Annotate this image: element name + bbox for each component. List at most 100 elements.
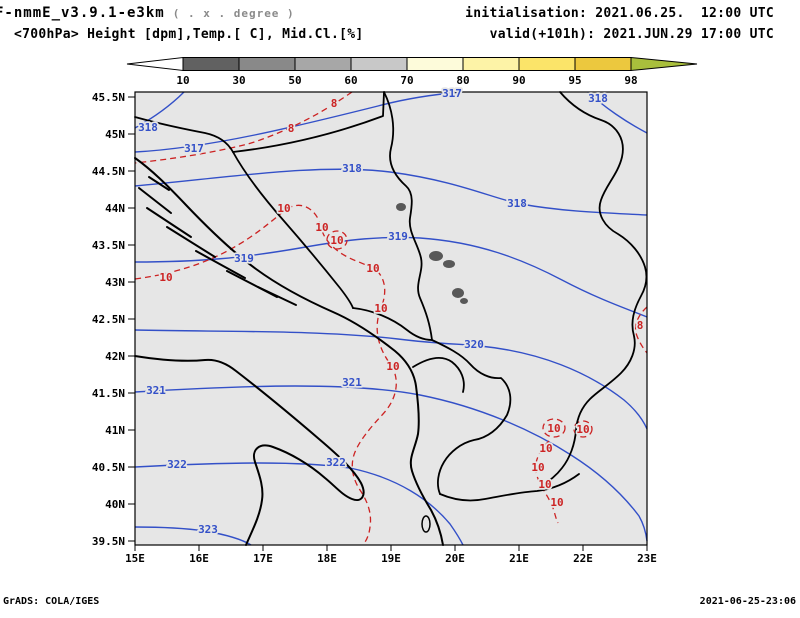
lon-tick-label: 20E	[445, 552, 465, 565]
init-time: initialisation: 2021.06.25. 12:00 UTC	[465, 6, 774, 21]
colorbar-tick-label: 90	[512, 74, 525, 87]
temp-contour-label: 10	[277, 202, 290, 215]
height-contour-label: 317	[442, 87, 462, 100]
colorbar-segment	[518, 57, 576, 71]
lat-tick-label: 45N	[105, 128, 125, 141]
colorbar-tick-label: 50	[288, 74, 301, 87]
grads-credit: GrADS: COLA/IGES	[3, 596, 100, 607]
cloud-patch	[452, 288, 464, 298]
lon-tick-label: 19E	[381, 552, 401, 565]
lon-tick-label: 16E	[189, 552, 209, 565]
cloud-patches	[396, 203, 468, 304]
temp-contour-10-closed	[326, 230, 348, 250]
height-contour-label: 318	[507, 197, 527, 210]
height-contour-label: 318	[138, 121, 158, 134]
temp-contour-8	[134, 91, 353, 164]
colorbar-tick-label: 30	[232, 74, 245, 87]
creation-timestamp: 2021-06-25-23:06	[699, 596, 796, 607]
island-outline	[138, 187, 172, 214]
island-corfu	[421, 515, 431, 533]
contour-labels: 318 317 317 318 318 318 319 319 320 321 321 322 322 3…	[136, 85, 645, 538]
temp-contour-label: 10	[547, 422, 560, 435]
border-croatia-north	[134, 116, 234, 153]
colorbar: 10 30 50 60 70 80 90 95 98	[126, 56, 698, 87]
colorbar-segment	[406, 57, 464, 71]
temp-contour-label: 10	[330, 234, 343, 247]
lat-tick-label: 39.5N	[92, 535, 125, 548]
border-macedonia-greece	[439, 473, 580, 502]
cloud-patch	[429, 251, 443, 261]
border-montenegro	[352, 307, 433, 341]
temp-contour-label: 8	[637, 319, 644, 332]
colorbar-tick-label: 60	[344, 74, 357, 87]
colorbar-tick-label: 80	[456, 74, 469, 87]
height-contour-label: 319	[234, 252, 254, 265]
height-contour-label: 317	[184, 142, 204, 155]
coastline-italy	[134, 355, 365, 546]
temp-contour-label: 10	[366, 262, 379, 275]
colorbar-tick-label: 10	[176, 74, 189, 87]
lat-tick-label: 42.5N	[92, 313, 125, 326]
border-croatia-bosnia	[232, 151, 354, 309]
lon-tick-label: 18E	[317, 552, 337, 565]
island-outline	[148, 176, 170, 191]
lon-tick-label: 21E	[509, 552, 529, 565]
colorbar-segment	[182, 57, 240, 71]
height-contour-318	[587, 91, 648, 134]
temp-contour-10-closed	[573, 420, 593, 438]
lat-tick-label: 43.5N	[92, 239, 125, 252]
coastline-east-adriatic	[134, 157, 444, 546]
model-title-line: F-nmmE_v3.9.1-e3km ( . x . degree )	[0, 5, 295, 21]
temp-contours	[134, 91, 648, 546]
colorbar-segment	[574, 57, 632, 71]
temp-contour-8	[634, 306, 648, 354]
lat-tick-label: 41.5N	[92, 387, 125, 400]
temp-contour-10	[134, 204, 397, 546]
colorbar-segment	[238, 57, 296, 71]
temp-contour-label: 8	[288, 122, 295, 135]
temp-contour-label: 10	[159, 271, 172, 284]
temp-contour-10	[534, 440, 559, 524]
valid-time: valid(+101h): 2021.JUN.29 17:00 UTC	[489, 27, 774, 42]
model-title: F-nmmE_v3.9.1-e3km	[0, 5, 165, 21]
lat-tick-label: 40.5N	[92, 461, 125, 474]
height-contour-label: 318	[588, 92, 608, 105]
border-bosnia-serbia-drina	[383, 91, 433, 341]
map-outlines	[134, 91, 648, 546]
cloud-patch	[460, 298, 468, 304]
lon-tick-label: 17E	[253, 552, 273, 565]
lat-tick-label: 42N	[105, 350, 125, 363]
cloud-patch	[396, 203, 406, 211]
colorbar-tick-label: 95	[568, 74, 581, 87]
height-contour-label: 319	[388, 230, 408, 243]
lon-tick-label: 23E	[637, 552, 657, 565]
lon-tick-label: 15E	[125, 552, 145, 565]
border-serbia-east	[539, 91, 648, 488]
island-outline	[195, 250, 246, 279]
temp-contour-label: 10	[531, 461, 544, 474]
height-contour-318	[134, 168, 648, 216]
island-outline	[146, 207, 192, 238]
lat-tick-label: 43N	[105, 276, 125, 289]
temp-contour-label: 10	[538, 478, 551, 491]
temp-contour-label: 10	[374, 302, 387, 315]
height-contour-321	[134, 385, 648, 542]
border-croatia-hungary	[232, 91, 385, 153]
border-kosovo-macedonia	[431, 339, 512, 495]
height-contour-label: 322	[167, 458, 187, 471]
height-contour-label: 320	[464, 338, 484, 351]
island-outline	[257, 286, 297, 306]
height-contour-label: 322	[326, 456, 346, 469]
height-contour-label: 321	[342, 376, 362, 389]
border-montenegro-albania	[412, 357, 465, 393]
colorbar-tick-label: 70	[400, 74, 413, 87]
height-contour-label: 321	[146, 384, 166, 397]
cloud-patch	[443, 260, 455, 268]
temp-contour-label: 8	[331, 97, 338, 110]
colorbar-arrow-left	[126, 56, 184, 72]
island-outline	[166, 226, 216, 258]
temp-contour-label: 10	[539, 442, 552, 455]
lat-tick-label: 40N	[105, 498, 125, 511]
